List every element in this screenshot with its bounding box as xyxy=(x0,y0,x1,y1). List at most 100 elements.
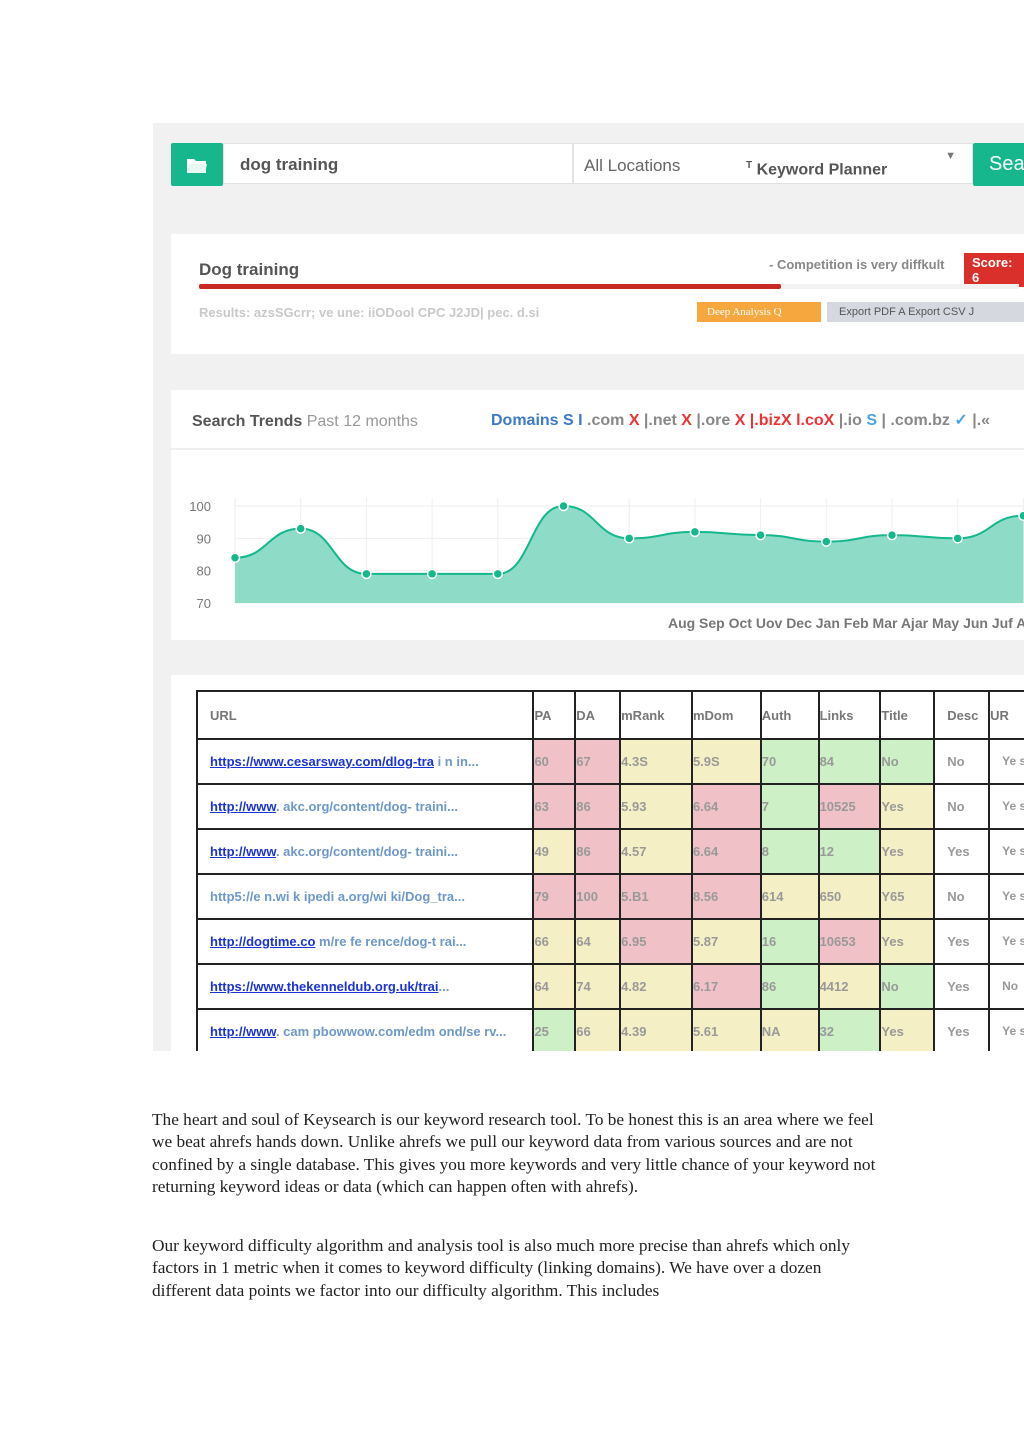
trend-point[interactable] xyxy=(623,533,635,544)
metric-cell: 7 xyxy=(759,783,820,830)
metric-cell: 49 xyxy=(532,828,577,875)
metric-cell: No xyxy=(879,738,936,785)
screenshot-panel: dog training All Locations T Keyword Pla… xyxy=(153,123,1024,1051)
column-header[interactable]: Title xyxy=(879,690,936,740)
deep-analysis-button[interactable]: Deep Analysis Q xyxy=(697,302,821,322)
score-badge: Score: 6 xyxy=(964,253,1024,287)
trend-point[interactable] xyxy=(755,529,766,541)
metric-cell: 16 xyxy=(759,918,820,965)
column-header[interactable]: UR xyxy=(988,690,1024,740)
source-mark: T xyxy=(746,160,753,171)
trend-point[interactable] xyxy=(689,526,701,538)
metric-cell: 6.17 xyxy=(690,963,762,1010)
table-row: http5://e n.wi k ipedi a.org/wi ki/Dog_t… xyxy=(195,873,1024,920)
location-value: All Locations xyxy=(584,156,681,175)
url-cell: http://dogtime.co m/re fe rence/dog-t ra… xyxy=(195,918,535,965)
result-link[interactable]: https://www.thekenneldub.org.uk/trai xyxy=(210,979,439,994)
trend-point[interactable] xyxy=(426,568,438,580)
metric-cell: Ye s xyxy=(988,738,1024,785)
metric-cell: No xyxy=(879,963,936,1010)
source-value: Keyword Planner xyxy=(756,161,888,179)
result-link[interactable]: http://www xyxy=(210,1024,276,1039)
export-button[interactable]: Export PDF A Export CSV J xyxy=(827,302,1024,322)
domain-item: |.bizX l.coX xyxy=(745,412,835,429)
y-tick-label: 70 xyxy=(197,596,211,611)
trend-point[interactable] xyxy=(229,552,241,563)
metric-cell: Ye s xyxy=(988,783,1024,830)
location-select[interactable]: All Locations T Keyword Planner ▼ xyxy=(573,143,973,184)
url-cell: https://www.thekenneldub.org.uk/trai... xyxy=(195,963,535,1010)
metric-cell: 66 xyxy=(532,918,577,965)
table-row: http://dogtime.co m/re fe rence/dog-t ra… xyxy=(195,918,1024,965)
metric-cell: 4.57 xyxy=(619,828,693,875)
url-cell: http://www. cam pbowwow.com/edm ond/se r… xyxy=(195,1008,535,1051)
domain-item: .com xyxy=(582,412,629,429)
metric-cell: 60 xyxy=(532,738,577,785)
metric-cell: 84 xyxy=(817,738,882,785)
url-cell: https://www.cesarsway.com/dlog-tra i n i… xyxy=(195,738,535,785)
metric-cell: 70 xyxy=(759,738,820,785)
metric-cell: 6.95 xyxy=(619,918,693,965)
domain-item: |.net xyxy=(639,412,682,429)
metric-cell: No xyxy=(933,783,991,830)
domain-item: S xyxy=(866,412,877,429)
body-paragraph-2: Our keyword difficulty algorithm and ana… xyxy=(152,1236,850,1300)
chevron-down-icon[interactable]: ▼ xyxy=(945,150,956,162)
trend-point[interactable] xyxy=(886,529,898,541)
column-header[interactable]: PA xyxy=(532,690,577,740)
trends-title-text: Search Trends xyxy=(192,413,303,430)
trend-point[interactable] xyxy=(295,523,306,534)
metric-cell: 4.82 xyxy=(619,963,693,1010)
column-header[interactable]: URL xyxy=(195,690,535,740)
folder-button[interactable] xyxy=(171,143,223,186)
metric-cell: 614 xyxy=(759,873,820,920)
domain-item: ✓ xyxy=(954,412,968,429)
serp-table: URL PA DA mRank mDom Auth Links Title Desc UR htt… xyxy=(195,690,1024,1051)
metric-cell: 5.9S xyxy=(690,738,762,785)
trends-subtitle: Past 12 months xyxy=(306,413,418,430)
metric-cell: 4.39 xyxy=(619,1008,693,1051)
trends-title: Search Trends Past 12 months xyxy=(192,413,418,431)
trend-point[interactable] xyxy=(361,568,372,580)
domain-item: X xyxy=(681,412,692,429)
metric-cell: NA xyxy=(759,1008,820,1051)
metric-cell: 6.64 xyxy=(690,783,762,830)
column-header[interactable]: DA xyxy=(574,690,622,740)
result-url-text: . cam pbowwow.com/edm ond/se rv... xyxy=(275,1024,507,1039)
result-link[interactable]: https://www.cesarsway.com/dlog-tra xyxy=(210,754,434,769)
metric-cell: Yes xyxy=(879,783,936,830)
trend-point[interactable] xyxy=(952,533,963,544)
metric-cell: 10653 xyxy=(817,918,882,965)
result-link[interactable]: http://dogtime.co xyxy=(210,934,316,949)
keyword-input[interactable]: dog training xyxy=(223,143,573,184)
column-header[interactable]: mDom xyxy=(690,690,762,740)
domain-item: | .com.bz xyxy=(877,412,955,429)
column-header[interactable]: Links xyxy=(817,690,882,740)
difficulty-bar xyxy=(199,284,1019,289)
metric-cell: 12 xyxy=(817,828,882,875)
column-header[interactable]: Auth xyxy=(759,690,820,740)
source-select[interactable]: T Keyword Planner xyxy=(746,144,887,191)
trend-point[interactable] xyxy=(1018,510,1024,521)
trends-header: Search Trends Past 12 months Domains S I… xyxy=(171,390,1024,450)
metric-cell: Yes xyxy=(879,918,936,965)
difficulty-bar-fill xyxy=(199,284,782,289)
trend-point[interactable] xyxy=(492,568,504,580)
body-paragraph-1: The heart and soul of Keysearch is our k… xyxy=(152,1110,876,1197)
column-header[interactable]: mRank xyxy=(619,690,693,740)
metric-cell: 10525 xyxy=(817,783,882,830)
result-url-text: m/re fe rence/dog-t rai... xyxy=(315,934,467,949)
trend-point[interactable] xyxy=(821,536,832,547)
result-link[interactable]: http://www xyxy=(210,844,276,859)
column-header[interactable]: Desc xyxy=(933,690,991,740)
search-button[interactable]: Sear xyxy=(973,143,1024,186)
metric-cell: 79 xyxy=(532,873,577,920)
search-trends-card: Search Trends Past 12 months Domains S I… xyxy=(171,390,1024,640)
trend-point[interactable] xyxy=(558,500,569,512)
result-link[interactable]: http://www xyxy=(210,799,276,814)
y-tick-label: 100 xyxy=(189,499,211,514)
metric-cell: No xyxy=(933,873,991,920)
result-url-text[interactable]: http5://e n.wi k ipedi a.org/wi ki/Dog_t… xyxy=(210,889,465,904)
metric-cell: 4412 xyxy=(817,963,882,1010)
y-tick-label: 90 xyxy=(197,531,211,546)
